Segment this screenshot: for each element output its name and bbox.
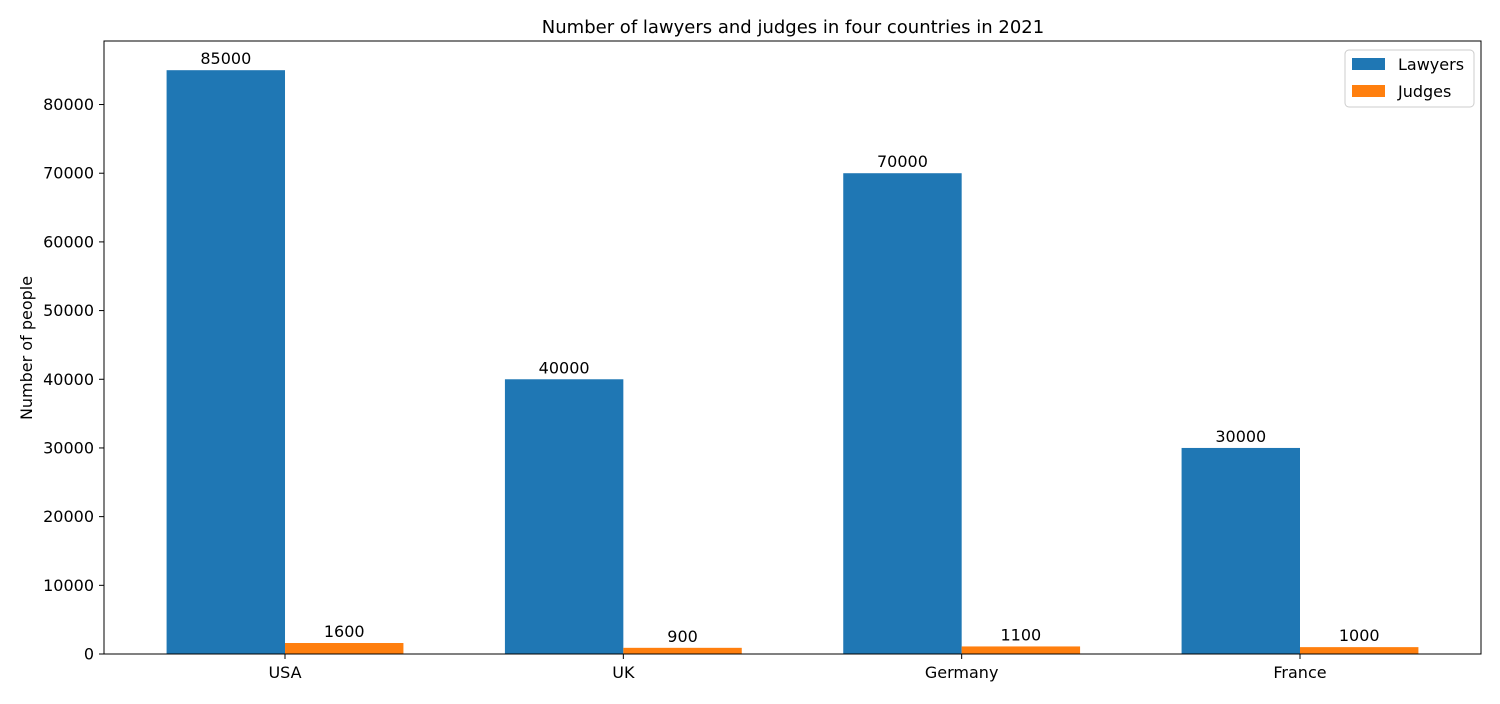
y-axis: 0 10000 20000 30000 40000 50000 60000 70000 8000… — [43, 95, 104, 664]
bar-lawyers-usa — [166, 70, 286, 654]
bar-judges-france — [1299, 647, 1419, 654]
bar-judges-germany — [961, 646, 1081, 654]
bar-lawyers-germany — [843, 173, 962, 654]
data-label-lawyers-uk: 40000 — [539, 358, 590, 377]
data-label-judges-germany: 1100 — [1001, 625, 1042, 644]
x-tick-label-usa: USA — [268, 663, 301, 682]
legend-swatch-lawyers — [1352, 58, 1385, 70]
y-tick-label: 10000 — [43, 576, 94, 595]
y-tick-label: 70000 — [43, 164, 94, 183]
data-label-lawyers-germany: 70000 — [877, 152, 928, 171]
x-tick-label-germany: Germany — [925, 663, 999, 682]
y-tick-label: 40000 — [43, 370, 94, 389]
x-axis: USA UK Germany France — [268, 654, 1327, 682]
bar-judges-uk — [623, 647, 742, 654]
plot-frame — [103, 40, 1482, 655]
legend: Lawyers Judges — [1344, 49, 1475, 108]
y-tick-label: 60000 — [43, 232, 94, 251]
legend-swatch-judges — [1352, 85, 1385, 97]
y-tick-label: 30000 — [43, 438, 94, 457]
y-tick-label: 0 — [84, 645, 94, 664]
chart-title: Number of lawyers and judges in four cou… — [542, 17, 1044, 38]
bar-lawyers-uk — [504, 379, 624, 654]
legend-label-lawyers: Lawyers — [1398, 55, 1464, 74]
y-tick-label: 20000 — [43, 507, 94, 526]
data-label-lawyers-usa: 85000 — [200, 49, 251, 68]
x-tick-label-france: France — [1273, 663, 1326, 682]
bar-lawyers-france — [1181, 447, 1300, 654]
data-label-judges-usa: 1600 — [324, 622, 365, 641]
x-tick-label-uk: UK — [612, 663, 635, 682]
y-tick-label: 80000 — [43, 95, 94, 114]
series-judges: 1600 900 1100 1000 — [285, 622, 1419, 654]
legend-label-judges: Judges — [1397, 82, 1451, 101]
y-tick-label: 50000 — [43, 301, 94, 320]
y-axis-label: Number of people — [17, 276, 36, 420]
series-lawyers: 85000 40000 70000 30000 — [166, 49, 1300, 654]
data-label-lawyers-france: 30000 — [1215, 427, 1266, 446]
data-label-judges-uk: 900 — [667, 627, 698, 646]
data-label-judges-france: 1000 — [1339, 626, 1380, 645]
bar-judges-usa — [285, 643, 404, 654]
